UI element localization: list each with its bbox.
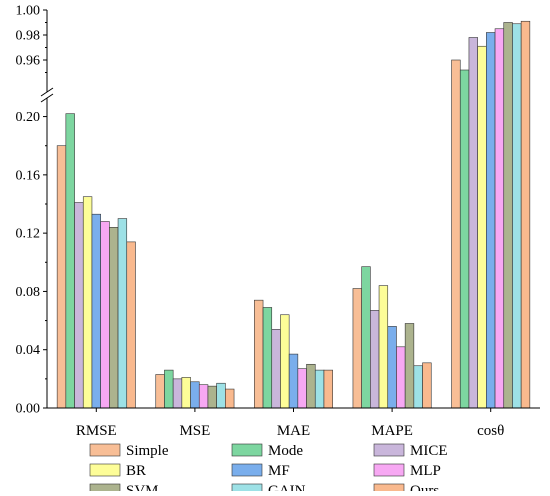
bar-mode-1 [164,369,174,409]
y-tick-label-lower-3: 0.12 [16,227,41,242]
bar-mlp-4 [494,28,505,409]
bar-mode-0 [65,113,75,409]
legend-swatch-mf [231,463,263,477]
bar-svm-1 [207,385,217,409]
bar-svm-0 [109,227,119,409]
bar-mode-3 [361,266,371,409]
legend-swatch-gain [231,483,263,496]
y-tick-label-lower-4: 0.16 [16,168,41,183]
y-tick-label-lower-5: 0.20 [16,110,41,125]
bar-mice-3 [370,310,380,409]
legend-swatch-br [89,463,121,477]
legend-label-mlp: MLP [410,463,441,479]
bar-mf-0 [91,213,101,409]
legend-swatch-ours [373,483,405,496]
bar-mf-2 [288,353,299,409]
bar-br-2 [280,314,290,409]
bar-mlp-2 [297,368,307,409]
bar-ours-3 [422,362,432,409]
bar-mode-2 [262,307,273,409]
y-tick-label-lower-0: 0.00 [16,402,41,417]
bar-gain-2 [314,369,325,409]
bar-mlp-0 [100,221,110,409]
bar-br-3 [378,285,389,409]
bar-mice-1 [172,378,183,409]
bar-gain-4 [512,23,522,409]
y-tick-label-upper-2: 1.00 [16,4,41,19]
bar-mlp-3 [396,346,406,409]
bar-mf-3 [387,326,397,409]
y-tick-label-lower-2: 0.08 [16,285,41,300]
legend-swatch-mode [231,443,263,457]
bar-mice-2 [271,329,281,409]
bar-gain-0 [117,218,128,409]
legend-swatch-simple [89,443,121,457]
y-tick-label-lower-1: 0.04 [16,343,41,358]
bar-simple-3 [352,288,362,409]
axis-break-mark-1 [40,87,54,97]
bar-br-4 [477,45,487,409]
legend-label-ours: Ours [410,483,439,491]
legend-label-mice: MICE [410,443,448,459]
legend-swatch-mice [373,443,405,457]
legend-label-mf: MF [268,463,290,479]
bar-mode-4 [459,69,470,409]
bar-mf-1 [190,381,200,409]
x-tick-label-0: RMSE [76,423,117,439]
y-tick-label-upper-1: 0.98 [16,29,41,44]
bar-ours-2 [323,369,333,409]
bar-mf-4 [486,32,496,409]
bar-svm-2 [306,363,316,409]
x-tick-label-2: MAE [277,423,310,439]
x-tick-label-1: MSE [179,423,210,439]
x-tick-label-3: MAPE [371,423,413,439]
bar-mice-0 [74,202,84,409]
legend-label-svm: SVM [126,483,159,491]
legend-label-gain: GAIN [268,483,306,491]
bar-br-1 [181,377,191,409]
bar-gain-1 [216,382,226,409]
bar-mlp-1 [198,384,209,409]
bar-ours-1 [225,388,235,409]
bar-simple-1 [155,374,165,409]
bar-simple-0 [56,145,67,409]
legend-swatch-svm [89,483,121,496]
bar-mice-4 [468,37,478,409]
legend-label-br: BR [126,463,146,479]
axis-break-mark-2 [40,93,54,103]
bar-br-0 [82,196,93,409]
bar-ours-4 [520,20,531,409]
bar-simple-2 [254,299,264,409]
bar-gain-3 [413,365,423,409]
legend-label-mode: Mode [268,443,303,459]
x-tick-label-4: cosθ [477,423,504,439]
bar-ours-0 [126,241,136,409]
y-tick-label-upper-0: 0.96 [16,54,41,69]
legend-swatch-mlp [373,463,405,477]
bar-svm-3 [404,323,415,409]
bar-svm-4 [503,22,513,409]
bar-simple-4 [451,59,461,409]
legend-label-simple: Simple [126,443,169,459]
